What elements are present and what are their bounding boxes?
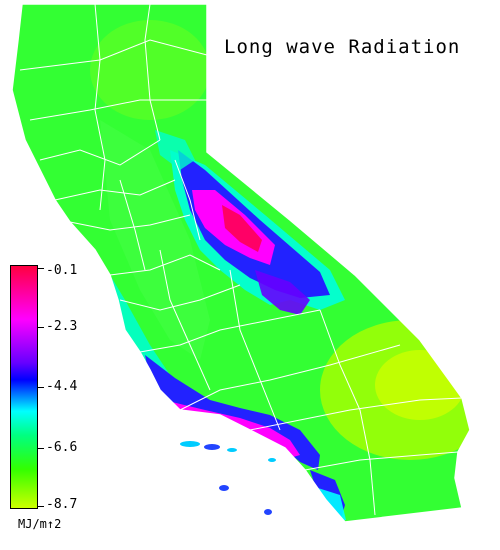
legend-tick-label: -2.3 <box>46 319 78 334</box>
map-title: Long wave Radiation <box>224 36 461 58</box>
legend-tick <box>38 268 44 269</box>
county-boundaries <box>19 4 463 516</box>
channel-islands <box>180 441 276 515</box>
color-scale-bar <box>10 265 38 509</box>
legend-tick <box>38 387 44 388</box>
central-valley <box>100 120 210 360</box>
desert-core <box>375 350 465 420</box>
northeast-region <box>90 20 210 120</box>
sierra-nevada-peaks <box>222 205 262 252</box>
legend-tick <box>38 506 44 507</box>
legend-tick <box>38 448 44 449</box>
legend-tick-label: -6.6 <box>46 440 78 455</box>
legend-tick-label: -0.1 <box>46 263 78 278</box>
peninsular-ranges-edge <box>318 488 346 522</box>
legend-tick-label: -8.7 <box>46 497 78 512</box>
north-coast-range <box>155 130 195 170</box>
legend-tick-label: -4.4 <box>46 379 78 394</box>
legend-tick <box>38 327 44 328</box>
southern-sierra <box>255 270 310 315</box>
state-outline <box>11 3 471 523</box>
legend-units: MJ/m↑2 <box>18 517 62 531</box>
